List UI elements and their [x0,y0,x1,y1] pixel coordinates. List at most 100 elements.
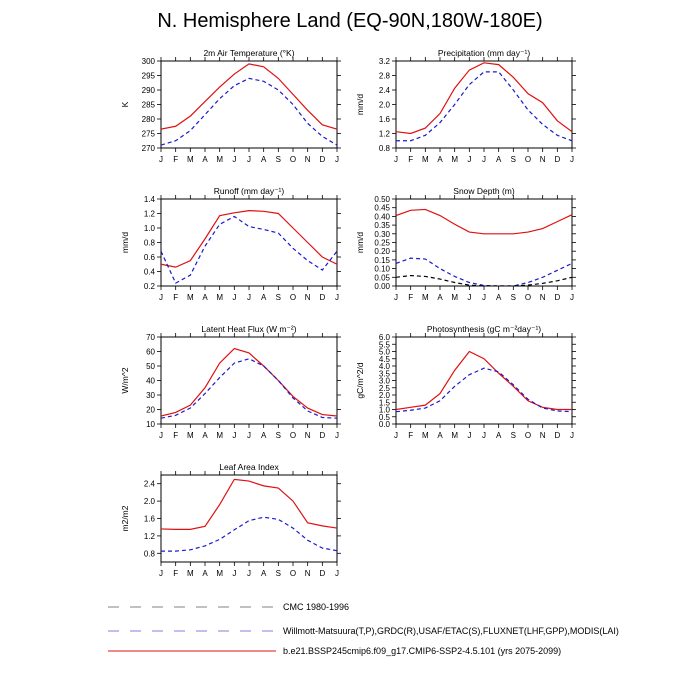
x-tick-label: F [408,155,413,164]
y-tick-label: 6.0 [379,333,391,342]
x-tick-label: J [335,155,339,164]
x-tick-label: J [159,155,163,164]
y-tick-label: 300 [142,57,156,66]
y-tick-label: 5.0 [379,348,391,357]
x-tick-label: A [261,431,267,440]
x-tick-label: S [276,431,281,440]
x-tick-label: J [247,431,251,440]
x-tick-label: J [570,293,574,302]
x-tick-label: N [305,431,311,440]
x-tick-label: A [437,155,443,164]
legend-label: Willmott-Matsuura(T,P),GRDC(R),USAF/ETAC… [283,626,619,636]
series-line-obs [161,215,337,284]
x-tick-label: O [525,431,531,440]
x-tick-label: M [216,293,223,302]
y-tick-label: 0.35 [374,221,390,230]
x-tick-label: D [319,569,325,578]
y-tick-label: 1.6 [144,515,156,524]
x-tick-label: S [511,155,516,164]
x-tick-label: J [482,431,486,440]
y-tick-label: 40 [146,377,155,386]
y-tick-label: 2.4 [379,86,391,95]
y-tick-label: 0.5 [379,413,391,422]
y-tick-label: 0.40 [374,212,390,221]
y-tick-label: 2.0 [379,391,391,400]
x-tick-label: J [570,431,574,440]
x-tick-label: J [467,293,471,302]
x-tick-label: D [554,293,560,302]
chart-panel-5: Photosynthesis (gC m⁻²day⁻¹) gC/m^2/d 0.00… [355,324,576,440]
y-tick-label: 0.45 [374,204,390,213]
x-tick-label: A [437,293,443,302]
x-tick-label: J [335,431,339,440]
y-tick-label: 0.4 [144,268,156,277]
series-line-obs [396,257,572,286]
legend-label: b.e21.BSSP245cmip6.f09_g17.CMIP6-SSP2-4.… [283,646,561,656]
x-tick-label: O [290,431,296,440]
chart-title: Latent Heat Flux (W m⁻²) [201,324,296,334]
x-tick-label: A [202,293,208,302]
series-line-model [161,63,337,130]
y-axis-label: mm/d [355,232,365,254]
series-line-model [396,208,572,235]
plot-frame [160,336,338,425]
x-tick-label: S [511,431,516,440]
x-tick-label: O [290,569,296,578]
legend-item-2: b.e21.BSSP245cmip6.f09_g17.CMIP6-SSP2-4.… [108,646,561,656]
y-tick-label: 3.5 [379,369,391,378]
x-tick-label: F [173,431,178,440]
x-tick-label: J [159,569,163,578]
x-tick-label: M [422,431,429,440]
x-tick-label: N [540,155,546,164]
y-tick-label: 1.0 [379,406,391,415]
x-tick-label: F [173,293,178,302]
plot-frame [395,198,573,287]
series-line-model [396,350,572,411]
x-tick-label: A [202,569,208,578]
x-tick-label: O [525,293,531,302]
chart-title: 2m Air Temperature (°K) [203,48,294,58]
x-tick-label: A [261,293,267,302]
plot-frame [160,60,338,149]
y-tick-label: 30 [146,391,155,400]
y-tick-label: 275 [142,130,156,139]
x-tick-label: M [187,569,194,578]
x-tick-label: F [408,431,413,440]
x-tick-label: D [554,431,560,440]
y-tick-label: 60 [146,348,155,357]
x-tick-label: N [540,293,546,302]
x-tick-label: M [187,431,194,440]
x-tick-label: F [173,569,178,578]
x-tick-label: J [247,293,251,302]
x-tick-label: N [305,569,311,578]
x-tick-label: J [467,155,471,164]
x-tick-label: J [247,569,251,578]
x-tick-label: S [276,293,281,302]
y-tick-label: 0.0 [379,420,391,429]
y-tick-label: 270 [142,144,156,153]
x-tick-label: O [525,155,531,164]
page-title: N. Hemisphere Land (EQ-90N,180W-180E) [157,10,543,32]
y-tick-label: 0.25 [374,239,390,248]
y-axis-label: mm/d [120,232,130,254]
chart-title: Runoff (mm day⁻¹) [214,186,285,196]
y-tick-label: 285 [142,101,156,110]
chart-title: Photosynthesis (gC m⁻²day⁻¹) [427,324,541,334]
x-tick-label: D [319,431,325,440]
y-tick-label: 0.8 [144,239,156,248]
x-tick-label: F [408,293,413,302]
x-tick-label: M [187,293,194,302]
x-tick-label: J [482,293,486,302]
x-tick-label: A [496,155,502,164]
x-tick-label: J [467,431,471,440]
y-tick-label: 0.8 [379,144,391,153]
y-tick-label: 2.8 [379,72,391,81]
x-tick-label: A [261,155,267,164]
series-line-obs [161,358,337,419]
x-tick-label: A [496,431,502,440]
x-tick-label: A [496,293,502,302]
series-line-model [161,209,337,268]
x-tick-label: J [247,155,251,164]
